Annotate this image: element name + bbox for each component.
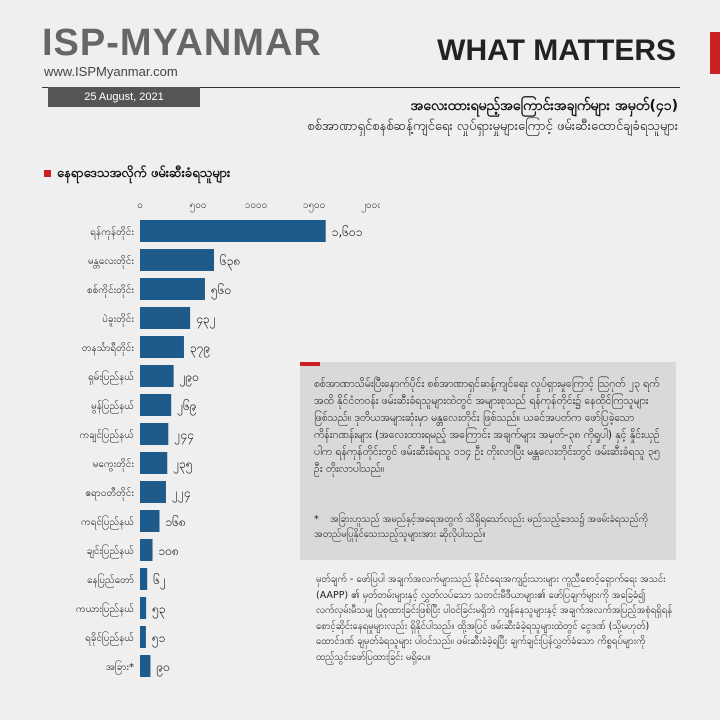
x-tick-label: ၂၀၀၀ — [361, 200, 380, 213]
category-label: နေပြည်တော် — [87, 572, 134, 588]
category-label: အခြား* — [106, 659, 134, 675]
category-label: မန္တလေးတိုင်း — [88, 254, 135, 269]
footnote-text: အခြားဟူသည် အမည်နှင့်အရေအတွက် သိရှိရသော်လ… — [314, 514, 648, 540]
data-label: ၁၀၈ — [159, 544, 179, 558]
data-label: ၉၀ — [156, 660, 170, 677]
info-box: စစ်အာဏာသိမ်းပြီးနောက်ပိုင်း စစ်အာဏာရှင်ဆ… — [300, 362, 676, 560]
category-label: ကချင်ပြည်နယ် — [80, 427, 134, 443]
info-accent — [300, 362, 320, 366]
data-label: ၆၃၈ — [220, 253, 240, 271]
bar — [140, 481, 166, 503]
category-label: တနင်္သာရီတိုင်း — [82, 341, 135, 356]
data-label: ၁၆၈ — [165, 514, 185, 529]
data-label: ၅၆၀ — [211, 282, 231, 300]
data-label: ၂၄၄ — [174, 428, 193, 445]
bar — [140, 655, 151, 677]
bar — [140, 249, 215, 271]
category-label: မကွေးတိုင်း — [93, 457, 135, 472]
category-label: ရှမ်းပြည်နယ် — [88, 369, 134, 385]
date-badge: 25 August, 2021 — [48, 87, 200, 107]
bar — [140, 510, 160, 532]
bar — [140, 278, 205, 300]
accent-bar — [710, 32, 720, 74]
data-label: ၅၁ — [152, 631, 166, 648]
category-label: ကယားပြည်နယ် — [76, 601, 134, 617]
data-label: ၆၂ — [153, 572, 166, 590]
category-label: စစ်ကိုင်းတိုင်း — [87, 283, 134, 298]
data-label: ၁,၆၀၁ — [332, 224, 363, 239]
data-label: ၂၆၉ — [177, 398, 196, 416]
bar — [140, 220, 326, 242]
x-tick-label: ၅၀၀ — [190, 200, 207, 213]
category-label: ဧရာဝတီတိုင်း — [85, 486, 134, 501]
remark-label: မှတ်ချက် - — [316, 574, 354, 585]
bar — [140, 626, 146, 648]
data-label: ၅၃ — [152, 602, 166, 619]
brand-logo: ISP-MYANMAR — [42, 22, 322, 64]
page-title: အလေးထားရမည့်အကြောင်းအချက်များ အမှတ်(၄၁) — [410, 98, 678, 114]
section-heading: နေရာဒေသအလိုက် ဖမ်းဆီးခံရသူများ — [44, 165, 230, 184]
category-label: ချင်းပြည်နယ် — [87, 543, 134, 559]
footnote-mark: * — [314, 514, 319, 525]
bar — [140, 539, 153, 561]
data-label: ၂၂၄ — [172, 486, 191, 503]
bar — [140, 394, 172, 416]
remark-text: ဖော်ပြပါ အချက်အလက်များသည် နိုင်ငံရေးအကျဉ… — [316, 574, 672, 663]
x-tick-label: ၁၅၀၀ — [303, 200, 326, 213]
data-label: ၂၃၅ — [173, 457, 192, 474]
bar — [140, 597, 147, 619]
bar — [140, 568, 148, 590]
website-link[interactable]: www.ISPMyanmar.com — [44, 64, 178, 79]
bullet-square-icon — [44, 170, 51, 177]
info-paragraph: စစ်အာဏာသိမ်းပြီးနောက်ပိုင်း စစ်အာဏာရှင်ဆ… — [314, 378, 660, 475]
bar — [140, 307, 191, 329]
data-label: ၄၃၂ — [196, 312, 215, 329]
page-subtitle: စစ်အာဏာရှင်စနစ်ဆန့်ကျင်ရေး လှုပ်ရှားမှုမ… — [307, 119, 678, 134]
category-label: ကရင်ပြည်နယ် — [81, 514, 134, 530]
category-label: ရခိုင်ပြည်နယ် — [85, 630, 134, 646]
bar — [140, 336, 184, 358]
header-divider — [42, 87, 680, 88]
category-label: ရန်ကုန်တိုင်း — [90, 225, 134, 240]
bar — [140, 423, 169, 445]
section-heading-text: နေရာဒေသအလိုက် ဖမ်းဆီးခံရသူများ — [57, 166, 231, 181]
x-tick-label: ၁၀၀၀ — [245, 200, 268, 211]
remark-note: မှတ်ချက် - ဖော်ပြပါ အချက်အလက်များသည် နို… — [316, 572, 676, 665]
bar-chart: ၀ ၅၀၀ ၁၀၀၀ ၁၅၀၀ ၂၀၀၀ရန်ကုန်တိုင်း ၁,၆၀၁မန္တလေ… — [76, 200, 380, 677]
footnote: * အခြားဟူသည် အမည်နှင့်အရေအတွက် သိရှိရသော်… — [314, 512, 662, 542]
bar — [140, 365, 174, 387]
data-label: ၃၇၉ — [190, 341, 210, 358]
bar — [140, 452, 168, 474]
category-label: ပဲခူးတိုင်း — [102, 312, 134, 327]
data-label: ၂၉၀ — [180, 370, 199, 387]
series-title: WHAT MATTERS — [437, 34, 676, 67]
x-tick-label: ၀ — [137, 200, 143, 211]
category-label: မွန်ပြည်နယ် — [91, 398, 134, 414]
